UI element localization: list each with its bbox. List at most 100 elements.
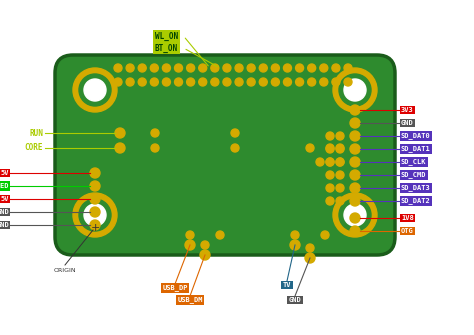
Text: GND: GND <box>401 120 414 126</box>
Circle shape <box>350 183 360 193</box>
Text: GND: GND <box>289 297 301 303</box>
Circle shape <box>174 64 182 72</box>
Text: GND: GND <box>0 209 9 215</box>
Circle shape <box>187 64 195 72</box>
Circle shape <box>306 244 314 252</box>
Circle shape <box>90 181 100 191</box>
Circle shape <box>308 64 316 72</box>
Circle shape <box>151 129 159 137</box>
Circle shape <box>321 231 329 239</box>
Circle shape <box>326 132 334 140</box>
Circle shape <box>272 78 279 86</box>
Circle shape <box>200 250 210 260</box>
Circle shape <box>199 78 207 86</box>
Circle shape <box>90 194 100 204</box>
Text: WL_ON: WL_ON <box>155 31 178 41</box>
Circle shape <box>235 78 243 86</box>
Circle shape <box>187 78 195 86</box>
Circle shape <box>138 64 146 72</box>
Text: TV: TV <box>283 282 291 288</box>
Circle shape <box>138 78 146 86</box>
Circle shape <box>259 78 267 86</box>
Circle shape <box>350 213 360 223</box>
Circle shape <box>350 226 360 236</box>
Circle shape <box>79 74 111 106</box>
Circle shape <box>336 158 344 166</box>
Circle shape <box>336 144 344 152</box>
Circle shape <box>114 64 122 72</box>
Circle shape <box>326 145 334 153</box>
Circle shape <box>163 78 171 86</box>
Text: 3V3: 3V3 <box>401 107 414 113</box>
Circle shape <box>306 144 314 152</box>
Text: SD_DAT0: SD_DAT0 <box>401 133 431 139</box>
Circle shape <box>163 64 171 72</box>
FancyBboxPatch shape <box>55 55 395 255</box>
Circle shape <box>151 144 159 152</box>
Text: BT_ON: BT_ON <box>155 44 178 53</box>
Circle shape <box>84 204 106 226</box>
Circle shape <box>90 207 100 217</box>
Text: SD_DAT1: SD_DAT1 <box>401 145 431 152</box>
Text: +: + <box>91 223 100 233</box>
Circle shape <box>316 158 324 166</box>
Circle shape <box>211 78 219 86</box>
Circle shape <box>223 78 231 86</box>
Circle shape <box>115 143 125 153</box>
Circle shape <box>126 78 134 86</box>
Circle shape <box>326 144 334 152</box>
Circle shape <box>308 78 316 86</box>
Circle shape <box>186 231 194 239</box>
Circle shape <box>350 105 360 115</box>
Circle shape <box>201 241 209 249</box>
Text: SD_DAT2: SD_DAT2 <box>401 198 431 204</box>
Circle shape <box>326 158 334 166</box>
Circle shape <box>90 168 100 178</box>
Circle shape <box>283 64 292 72</box>
Circle shape <box>344 204 366 226</box>
Circle shape <box>216 231 224 239</box>
Text: STATUS_LED: STATUS_LED <box>0 183 9 190</box>
Circle shape <box>259 64 267 72</box>
Circle shape <box>211 64 219 72</box>
Circle shape <box>296 78 303 86</box>
Circle shape <box>320 64 328 72</box>
Circle shape <box>326 158 334 166</box>
Circle shape <box>231 129 239 137</box>
Circle shape <box>332 64 340 72</box>
Circle shape <box>199 64 207 72</box>
Circle shape <box>339 74 371 106</box>
Circle shape <box>296 64 303 72</box>
Circle shape <box>247 64 255 72</box>
Circle shape <box>344 78 352 86</box>
Text: SD_DAT3: SD_DAT3 <box>401 185 431 192</box>
Circle shape <box>336 132 344 140</box>
Text: 1V8: 1V8 <box>401 215 414 221</box>
Circle shape <box>174 78 182 86</box>
Circle shape <box>350 144 360 154</box>
Circle shape <box>150 64 158 72</box>
Circle shape <box>350 157 360 167</box>
Circle shape <box>332 78 340 86</box>
Circle shape <box>114 78 122 86</box>
Circle shape <box>73 193 117 237</box>
Text: SD_CMD: SD_CMD <box>401 172 427 179</box>
Text: SD_CLK: SD_CLK <box>401 158 427 165</box>
Circle shape <box>336 184 344 192</box>
Circle shape <box>333 193 377 237</box>
Circle shape <box>272 64 279 72</box>
Text: ORIGIN: ORIGIN <box>54 268 76 272</box>
Text: RUN: RUN <box>29 129 43 137</box>
Circle shape <box>350 131 360 141</box>
Circle shape <box>150 78 158 86</box>
Circle shape <box>326 184 334 192</box>
Circle shape <box>336 158 344 166</box>
Circle shape <box>326 171 334 179</box>
Circle shape <box>305 253 315 263</box>
Circle shape <box>79 199 111 231</box>
Text: OTG: OTG <box>401 228 414 234</box>
Circle shape <box>344 64 352 72</box>
Circle shape <box>231 144 239 152</box>
Circle shape <box>336 171 344 179</box>
Circle shape <box>283 78 292 86</box>
